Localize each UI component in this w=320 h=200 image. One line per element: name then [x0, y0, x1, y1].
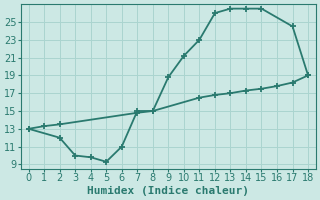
X-axis label: Humidex (Indice chaleur): Humidex (Indice chaleur): [87, 186, 249, 196]
